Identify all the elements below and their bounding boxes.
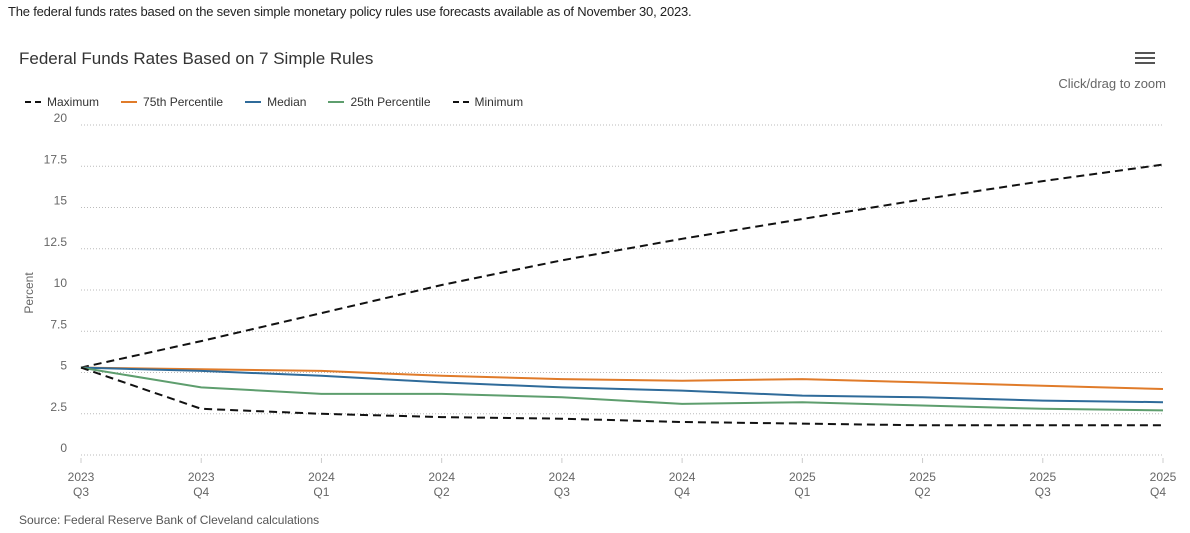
menu-bar <box>1135 52 1155 54</box>
x-tick-label: Q1 <box>794 485 810 499</box>
legend-label: Minimum <box>474 95 524 109</box>
x-tick-label: 2024 <box>669 470 696 484</box>
intro-text: The federal funds rates based on the sev… <box>8 4 692 19</box>
x-tick-label: 2025 <box>1150 470 1177 484</box>
x-tick-label: Q2 <box>434 485 450 499</box>
x-tick-label: Q1 <box>313 485 329 499</box>
legend-swatch <box>452 101 469 103</box>
x-tick-label: Q2 <box>915 485 931 499</box>
legend-label: 75th Percentile <box>143 95 224 109</box>
legend-label: Maximum <box>47 95 100 109</box>
x-tick-label: Q4 <box>674 485 690 499</box>
y-tick-label: 5 <box>60 359 67 373</box>
y-axis-label: Percent <box>22 272 36 314</box>
y-tick-label: 0 <box>60 441 67 455</box>
x-tick-label: Q4 <box>1150 485 1166 499</box>
legend-item-minimum[interactable]: Minimum <box>452 95 524 109</box>
x-tick-label: 2025 <box>789 470 816 484</box>
x-tick-label: 2023 <box>188 470 215 484</box>
x-tick-label: 2024 <box>428 470 455 484</box>
chart-title: Federal Funds Rates Based on 7 Simple Ru… <box>19 49 374 68</box>
menu-bar <box>1135 57 1155 59</box>
legend-swatch <box>328 101 345 103</box>
series-line-median <box>80 366 1164 404</box>
legend: Maximum 75th Percentile Median 25th Perc… <box>25 95 523 109</box>
x-tick-label: 2025 <box>909 470 936 484</box>
x-tick-label: 2025 <box>1029 470 1056 484</box>
x-tick-label: 2023 <box>68 470 95 484</box>
y-tick-label: 20 <box>54 111 68 125</box>
x-tick-label: Q3 <box>554 485 570 499</box>
legend-label: Median <box>267 95 307 109</box>
legend-swatch <box>25 101 41 103</box>
legend-item-maximum[interactable]: Maximum <box>25 95 99 109</box>
legend-item-75th-percentile[interactable]: 75th Percentile <box>121 95 223 109</box>
y-tick-label: 15 <box>54 194 68 208</box>
x-tick-label: Q4 <box>193 485 209 499</box>
y-tick-label: 17.5 <box>44 152 68 166</box>
y-tick-label: 7.5 <box>50 317 67 331</box>
legend-swatch <box>245 101 262 103</box>
legend-label: 25th Percentile <box>350 95 431 109</box>
zoom-hint: Click/drag to zoom <box>1058 76 1166 91</box>
menu-bar <box>1135 62 1155 64</box>
series-line-25th-percentile <box>80 366 1164 412</box>
series-line-75th-percentile <box>80 366 1164 390</box>
series-line-maximum <box>80 163 1164 369</box>
x-tick-label: 2024 <box>549 470 576 484</box>
y-tick-label: 12.5 <box>44 235 68 249</box>
x-tick-label: 2024 <box>308 470 335 484</box>
series-line-minimum <box>80 366 1163 427</box>
x-tick-label: Q3 <box>73 485 89 499</box>
legend-swatch <box>121 101 138 103</box>
hamburger-menu-icon[interactable] <box>1133 49 1157 69</box>
source-note: Source: Federal Reserve Bank of Clevelan… <box>19 513 320 527</box>
legend-item-median[interactable]: Median <box>245 95 306 109</box>
x-tick-label: Q3 <box>1035 485 1051 499</box>
y-tick-label: 2.5 <box>50 400 67 414</box>
legend-item-25th-percentile[interactable]: 25th Percentile <box>328 95 431 109</box>
y-tick-label: 10 <box>54 276 68 290</box>
